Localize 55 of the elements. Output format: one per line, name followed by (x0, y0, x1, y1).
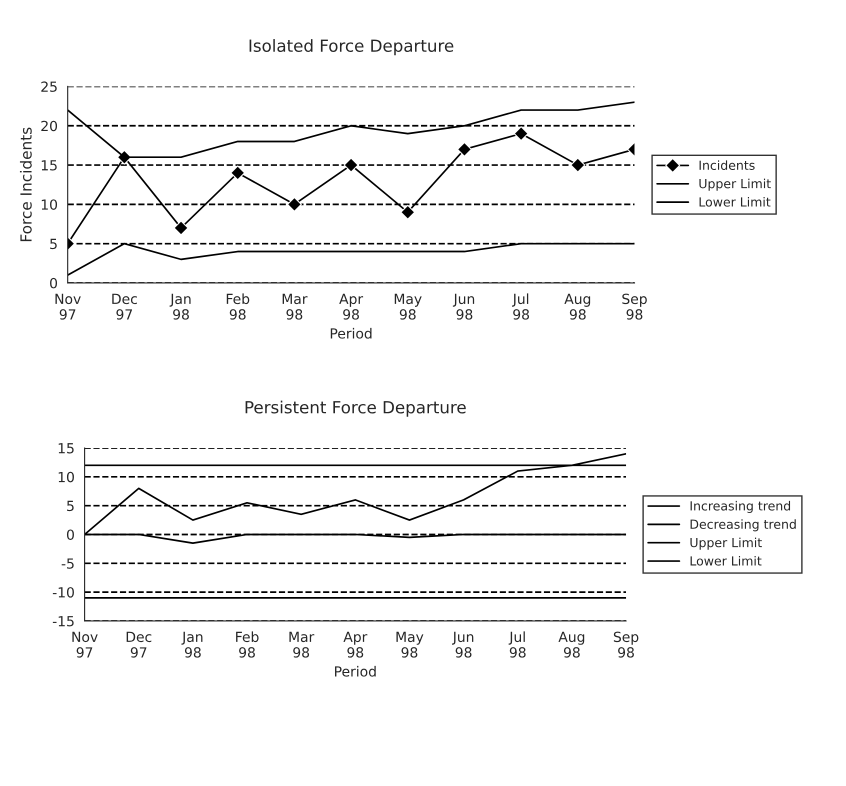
x-tick-label: May 98 (396, 632, 424, 658)
y-tick-label: 25 (41, 81, 57, 92)
x-tick-label: Dec 97 (112, 294, 137, 320)
y-tick-label: 0 (50, 278, 58, 288)
x-tick-label: May 98 (394, 294, 422, 320)
x-tick-label: Dec 97 (126, 632, 152, 658)
y-tick-label: 15 (42, 160, 57, 171)
x-tick-label: Feb 98 (236, 631, 259, 658)
x-tick-label: Sep 98 (614, 632, 638, 658)
y-tick-label: -15 (52, 616, 74, 626)
y-tick-label: -5 (62, 558, 74, 569)
legend-label: Incidents (700, 160, 755, 170)
x-tick-label: Feb 98 (226, 293, 250, 320)
x-axis-title: Period (330, 328, 372, 339)
x-tick-label: Nov 97 (55, 294, 81, 320)
point (174, 220, 188, 236)
point (570, 158, 586, 172)
point (400, 204, 416, 220)
point (344, 158, 358, 172)
x-tick-label: Jul 98 (508, 631, 526, 658)
legend-label: Upper Limit (699, 178, 771, 191)
x-tick-label: Aug 98 (564, 294, 590, 320)
x-axis-title: Period (335, 666, 376, 677)
legend-label: Lower Limit (700, 197, 770, 207)
y-tick-label: 20 (41, 120, 58, 132)
point (457, 142, 472, 157)
x-tick-label: Mar 98 (282, 294, 308, 320)
y-tick-label: 5 (50, 238, 57, 250)
legend-label: Decreasing trend (690, 519, 796, 532)
point (514, 126, 529, 142)
point (230, 166, 246, 180)
y-tick-label: 5 (67, 500, 74, 512)
x-tick-label: Apr 98 (339, 294, 364, 320)
y-tick-label: 10 (42, 199, 58, 210)
y-tick-label: 0 (66, 529, 74, 540)
y-axis-title: Force Incidents (20, 128, 32, 242)
x-tick-label: Jun 98 (452, 294, 474, 320)
legend-label: Increasing trend (690, 500, 790, 514)
point (287, 196, 302, 212)
legend-label: Lower Limit (690, 556, 762, 566)
y-tick-label: 10 (58, 472, 74, 482)
y-tick-label: 15 (58, 443, 74, 454)
chart-title: Isolated Force Departure (250, 39, 454, 56)
x-tick-label: Jan 98 (170, 294, 191, 320)
y-tick-label: -10 (52, 587, 74, 598)
legend-label: Upper Limit (690, 538, 762, 550)
x-tick-label: Jan 98 (181, 632, 202, 658)
chart-title: Persistent Force Departure (246, 400, 466, 417)
x-tick-label: Jul 98 (512, 293, 530, 320)
x-tick-label: Jun 98 (452, 632, 474, 658)
x-tick-label: Nov 97 (72, 632, 98, 658)
x-tick-label: Aug 98 (558, 632, 584, 658)
x-tick-label: Apr 98 (343, 632, 368, 658)
x-tick-label: Sep 98 (622, 294, 647, 320)
x-tick-label: Mar 98 (289, 632, 314, 658)
